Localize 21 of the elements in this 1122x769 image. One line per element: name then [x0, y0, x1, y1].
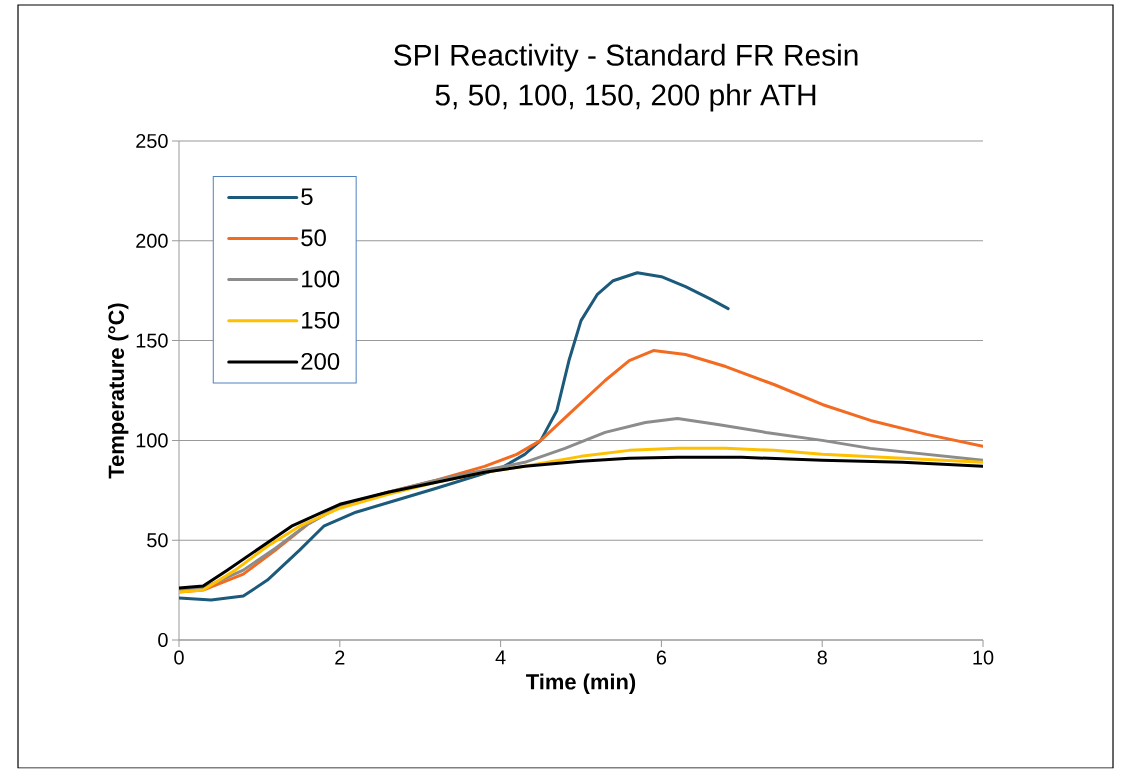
x-tick-label: 8 [817, 650, 827, 665]
x-tick-label: 6 [656, 650, 667, 665]
y-tick-label: 0 [158, 633, 168, 648]
y-tick-label: 100 [136, 433, 168, 448]
legend-label: 150 [302, 311, 340, 329]
y-tick-label: 150 [136, 333, 168, 348]
x-tick-label: 10 [973, 650, 994, 665]
y-tick-label: 50 [147, 533, 168, 548]
x-axis-title: Time (min) [526, 673, 636, 695]
y-axis-title: Temperature (°C) [107, 303, 129, 479]
legend-label: 100 [302, 270, 340, 288]
x-tick-label: 0 [174, 650, 184, 665]
legend-label: 5 [301, 188, 313, 206]
chart-title: SPI Reactivity - Standard FR Resin [394, 44, 858, 72]
y-tick-label: 200 [136, 233, 168, 249]
x-tick-label: 4 [495, 650, 506, 665]
legend-label: 200 [301, 353, 340, 370]
y-tick-label: 250 [136, 134, 168, 149]
chart-subtitle: 5, 50, 100, 150, 200 phr ATH [435, 83, 816, 112]
x-tick-label: 2 [335, 650, 345, 665]
legend-label: 50 [301, 229, 326, 247]
